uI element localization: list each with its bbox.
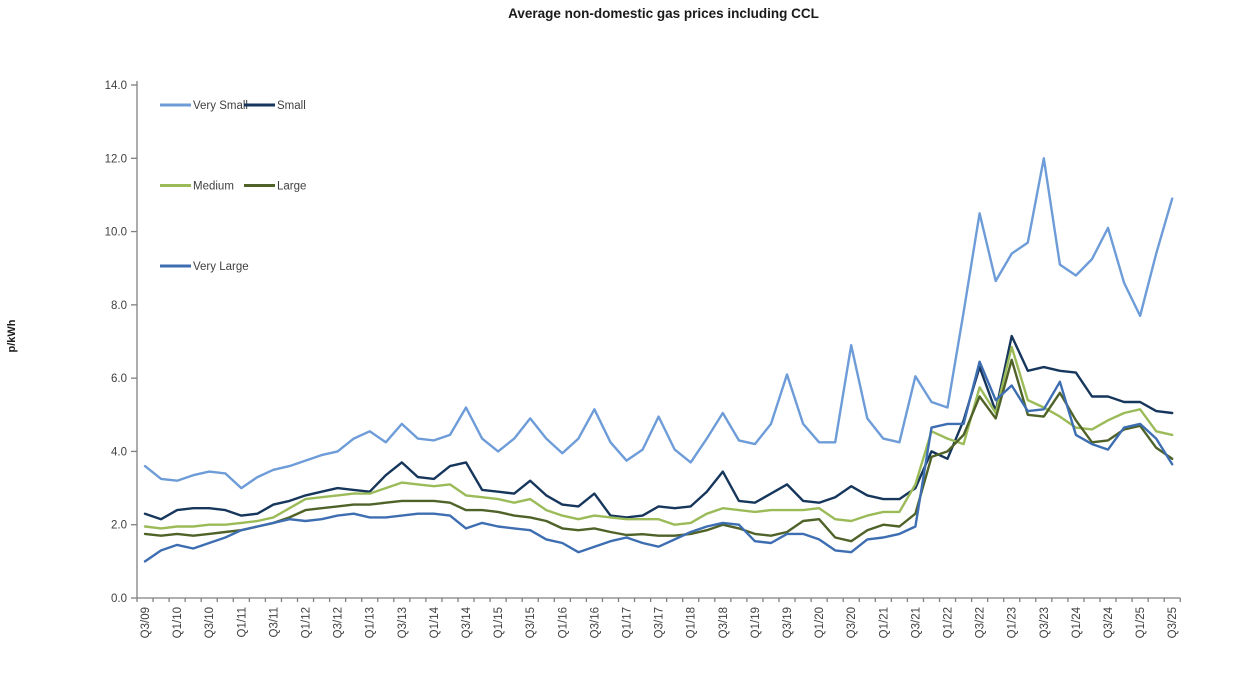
x-tick-label: Q3/10: [204, 607, 216, 638]
y-tick-label: 6.0: [111, 373, 127, 385]
chart-legend: Very Small Small Medium Large Very Large: [160, 100, 306, 273]
x-tick-label: Q3/18: [718, 607, 730, 638]
legend-item-very-large: Very Large: [160, 261, 249, 273]
x-tick-label: Q1/24: [1071, 606, 1083, 638]
x-tick-label: Q1/23: [1007, 607, 1019, 638]
legend-item-large: Large: [244, 181, 306, 193]
series-line-small: [143, 334, 1174, 521]
x-tick-label: Q1/20: [814, 607, 826, 638]
series-line-very-large: [143, 360, 1174, 563]
x-tick-label: Q1/14: [429, 606, 441, 638]
x-tick-label: Q3/21: [910, 607, 922, 638]
x-tick-label: Q3/24: [1103, 606, 1115, 638]
series-line-medium: [143, 345, 1174, 530]
x-tick-label: Q3/09: [140, 607, 152, 638]
legend-item-small: Small: [244, 100, 306, 112]
x-tick-label: Q1/16: [557, 607, 569, 638]
y-tick-label: 2.0: [111, 520, 127, 532]
legend-label: Small: [277, 100, 306, 112]
x-tick-label: Q1/19: [750, 607, 762, 638]
x-tick-label: Q3/22: [975, 607, 987, 638]
x-tick-label: Q1/22: [943, 607, 955, 638]
x-tick-label: Q1/11: [236, 607, 248, 637]
x-tick-label: Q1/17: [622, 607, 634, 638]
chart-title: Average non-domestic gas prices includin…: [508, 6, 819, 21]
x-tick-label: Q3/17: [654, 607, 666, 638]
x-tick-label: Q3/19: [782, 607, 794, 638]
y-tick-label: 10.0: [105, 227, 127, 239]
x-tick-label: Q1/21: [878, 607, 890, 638]
y-tick-label: 8.0: [111, 300, 127, 312]
legend-item-medium: Medium: [160, 181, 234, 193]
y-tick-label: 14.0: [105, 80, 127, 92]
x-tick-label: Q3/13: [397, 607, 409, 638]
legend-label: Very Large: [193, 261, 249, 273]
y-tick-label: 12.0: [105, 153, 127, 165]
legend-label: Medium: [193, 181, 234, 193]
x-tick-label: Q3/16: [589, 607, 601, 638]
y-tick-label: 4.0: [111, 446, 127, 458]
legend-label: Very Small: [193, 100, 248, 112]
x-tick-label: Q1/10: [172, 607, 184, 638]
x-tick-label: Q3/25: [1167, 607, 1179, 638]
x-tick-label: Q3/15: [525, 607, 537, 638]
x-tick-label: Q3/20: [846, 607, 858, 638]
x-tick-label: Q3/23: [1039, 607, 1051, 638]
x-tick-label: Q3/11: [268, 607, 280, 637]
y-tick-label: 0.0: [111, 593, 127, 605]
x-tick-label: Q3/12: [333, 607, 345, 638]
legend-label: Large: [277, 181, 306, 193]
x-tick-label: Q1/25: [1135, 607, 1147, 638]
x-tick-label: Q3/14: [461, 606, 473, 638]
x-tick-label: Q1/13: [365, 607, 377, 638]
legend-item-very-small: Very Small: [160, 100, 248, 112]
series-line-large: [143, 358, 1174, 543]
x-tick-label: Q1/15: [493, 607, 505, 638]
series-line-very-small: [143, 157, 1174, 490]
x-tick-label: Q1/12: [301, 607, 313, 638]
x-tick-label: Q1/18: [686, 607, 698, 638]
